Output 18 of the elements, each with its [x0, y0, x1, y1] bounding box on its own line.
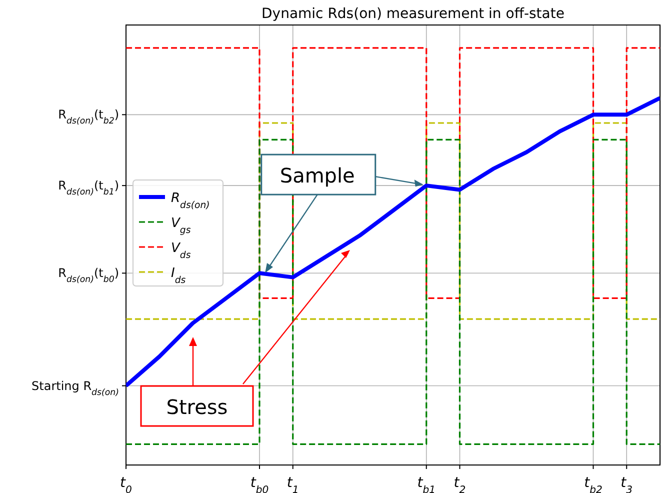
- x-tick-label: t$_{2}$: [454, 475, 466, 493]
- ref-line-label: Starting R$_{ds(on)}$: [32, 378, 119, 398]
- legend-label: R$_{ds(on)}$: [171, 191, 210, 210]
- legend-label: I$_{ds}$: [171, 266, 186, 286]
- x-tick-label: t$_{1}$: [286, 475, 299, 493]
- x-tick-label: t$_{3}$: [620, 475, 633, 493]
- x-tick-label: t$_{b1}$: [417, 475, 436, 493]
- x-tick-label: t$_{b2}$: [584, 475, 602, 493]
- annotation: Stress: [166, 395, 228, 419]
- chart-title: Dynamic Rds(on) measurement in off-state: [262, 6, 564, 22]
- legend-label: V$_{ds}$: [171, 241, 191, 260]
- ref-line-label: R$_{ds(on)}$(t$_{b2}$): [58, 108, 119, 127]
- legend-label: V$_{gs}$: [171, 216, 191, 236]
- x-tick-label: t$_{b0}$: [250, 475, 269, 493]
- ref-line-label: R$_{ds(on)}$(t$_{b0}$): [58, 266, 119, 286]
- ref-line-label: R$_{ds(on)}$(t$_{b1}$): [58, 178, 119, 198]
- x-tick-label: t$_{0}$: [120, 475, 132, 493]
- annotation: Sample: [280, 164, 355, 188]
